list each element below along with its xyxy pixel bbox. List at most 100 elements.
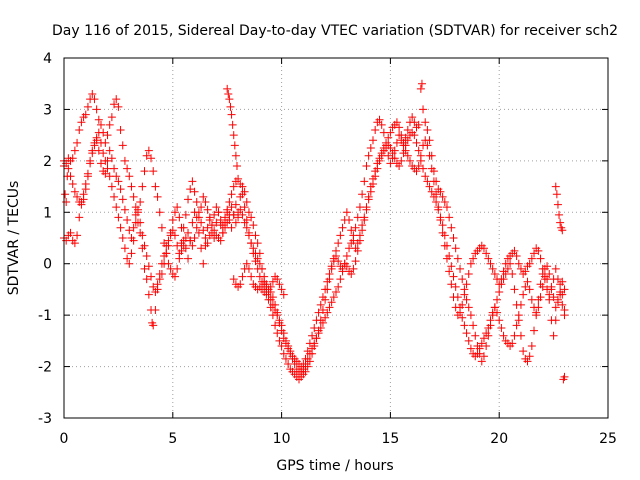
data-point-marker: [236, 280, 245, 289]
data-point-marker: [242, 259, 251, 268]
data-point-marker: [484, 254, 493, 263]
data-point-marker: [242, 198, 251, 206]
data-point-marker: [486, 259, 495, 268]
y-tick-label: 4: [43, 51, 52, 67]
data-point-marker: [120, 156, 129, 165]
y-tick-label: -1: [38, 308, 52, 324]
data-point-marker: [199, 259, 208, 268]
data-point-marker: [260, 272, 269, 281]
data-point-marker: [90, 95, 99, 104]
data-point-marker: [181, 210, 190, 219]
data-point-marker: [519, 290, 528, 299]
data-point-marker: [251, 249, 260, 258]
x-tick-label: 0: [60, 431, 69, 447]
data-point-marker: [486, 316, 495, 325]
x-tick-label: 20: [490, 431, 508, 447]
data-point-marker: [66, 228, 75, 237]
data-point-marker: [510, 246, 519, 255]
data-point-marker: [318, 318, 327, 327]
data-point-marker: [495, 288, 504, 296]
data-point-marker: [386, 144, 395, 152]
data-point-marker: [314, 329, 323, 338]
data-point-marker: [114, 102, 123, 111]
data-point-marker: [399, 149, 408, 158]
data-point-marker: [303, 354, 312, 363]
data-point-marker: [558, 277, 567, 286]
data-point-marker: [73, 138, 82, 147]
data-point-marker: [244, 264, 253, 273]
data-point-marker: [232, 162, 241, 170]
data-point-marker: [136, 198, 145, 206]
data-point-marker: [277, 285, 286, 294]
data-point-marker: [421, 172, 430, 181]
data-point-marker: [314, 308, 323, 317]
data-point-marker: [88, 149, 97, 158]
data-point-marker: [482, 249, 491, 258]
data-point-marker: [197, 218, 206, 227]
data-point-marker: [460, 290, 469, 299]
data-point-marker: [131, 210, 140, 219]
data-point-marker: [244, 208, 253, 217]
data-point-marker: [273, 311, 282, 320]
data-point-marker: [421, 136, 430, 145]
data-point-marker: [466, 344, 475, 353]
data-point-marker: [342, 262, 351, 271]
data-point-marker: [540, 272, 549, 281]
data-point-marker: [503, 264, 512, 273]
data-point-marker: [277, 326, 286, 335]
data-point-marker: [534, 246, 543, 255]
data-point-marker: [223, 218, 232, 227]
data-point-marker: [466, 259, 475, 268]
data-point-marker: [353, 246, 362, 255]
data-point-marker: [70, 146, 79, 155]
data-point-marker: [188, 218, 197, 227]
data-point-marker: [203, 223, 212, 232]
data-point-marker: [168, 226, 177, 235]
data-point-marker: [212, 203, 221, 212]
data-point-marker: [94, 146, 103, 155]
data-series-sdtvar: [60, 79, 569, 384]
data-point-marker: [83, 172, 92, 181]
data-point-marker: [477, 357, 486, 366]
data-point-marker: [473, 349, 482, 358]
data-point-marker: [107, 113, 116, 122]
data-point-marker: [190, 187, 199, 196]
data-point-marker: [238, 272, 247, 281]
data-point-marker: [312, 316, 321, 325]
data-point-marker: [225, 198, 234, 206]
data-point-marker: [279, 334, 288, 343]
data-point-marker: [110, 100, 119, 109]
data-point-marker: [268, 300, 277, 309]
data-point-marker: [94, 115, 103, 124]
data-point-marker: [390, 154, 399, 163]
data-point-marker: [462, 280, 471, 289]
data-point-marker: [238, 190, 247, 199]
data-point-marker: [249, 244, 258, 253]
data-point-marker: [332, 246, 340, 255]
data-point-marker: [103, 156, 112, 165]
tick-labels: 0 5 10 15 20 25 -3 -2 -1 0 1 2 3 4: [38, 51, 617, 447]
data-point-marker: [549, 331, 558, 340]
data-point-marker: [279, 290, 288, 299]
data-point-marker: [362, 205, 371, 214]
data-point-marker: [255, 259, 264, 268]
data-point-marker: [552, 190, 561, 199]
data-point-marker: [466, 311, 475, 320]
data-point-marker: [336, 275, 345, 284]
data-point-marker: [312, 334, 321, 343]
data-point-marker: [479, 352, 488, 361]
data-point-marker: [362, 162, 371, 170]
data-point-marker: [114, 213, 123, 222]
data-point-marker: [327, 298, 336, 307]
data-point-marker: [475, 344, 484, 353]
data-point-marker: [414, 146, 423, 155]
data-point-marker: [81, 185, 90, 194]
data-point-marker: [349, 264, 358, 273]
data-point-marker: [514, 311, 523, 320]
data-point-marker: [253, 254, 262, 263]
data-point-marker: [445, 267, 454, 276]
data-point-marker: [451, 244, 460, 253]
data-point-marker: [556, 218, 565, 227]
chart-title: Day 116 of 2015, Sidereal Day-to-day VTE…: [52, 23, 618, 39]
